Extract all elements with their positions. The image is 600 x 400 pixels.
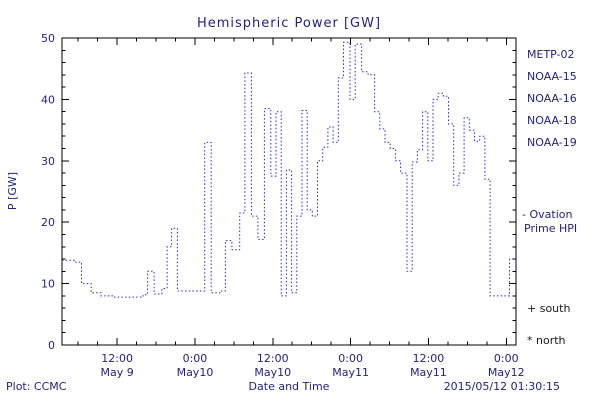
legend-north-marker: * north [527, 334, 566, 347]
x-tick-time-label: 12:00 [257, 352, 289, 365]
y-tick-label: 0 [48, 339, 55, 352]
x-tick-date-label: May10 [177, 366, 214, 379]
legend-item-noaa19: NOAA-19 [527, 136, 577, 149]
x-tick-date-label: May11 [410, 366, 447, 379]
x-tick-date-label: May 9 [101, 366, 134, 379]
x-tick-date-label: May12 [488, 366, 525, 379]
legend-item-noaa18: NOAA-18 [527, 114, 577, 127]
x-tick-time-label: 0:00 [338, 352, 363, 365]
x-tick-date-label: May10 [254, 366, 291, 379]
y-tick-label: 20 [41, 216, 55, 229]
legend-series-note-line2: Prime HPI [524, 222, 577, 235]
plot-frame [61, 37, 517, 346]
footer-plot-source: Plot: CCMC [6, 380, 67, 393]
legend-item-noaa15: NOAA-15 [527, 70, 577, 83]
legend-series-note-line1: - Ovation [522, 208, 572, 221]
y-tick-label: 30 [41, 155, 55, 168]
x-tick-time-label: 12:00 [101, 352, 133, 365]
y-tick-label: 50 [41, 32, 55, 45]
y-tick-label: 10 [41, 278, 55, 291]
hpi-series-line [62, 41, 516, 298]
x-tick-time-label: 0:00 [494, 352, 519, 365]
x-tick-time-label: 12:00 [413, 352, 445, 365]
legend-item-metp02: METP-02 [527, 48, 575, 61]
y-axis-label: P [GW] [6, 172, 19, 210]
footer-timestamp: 2015/05/12 01:30:15 [444, 380, 560, 393]
x-tick-time-label: 0:00 [183, 352, 208, 365]
x-tick-date-label: May11 [332, 366, 369, 379]
legend-item-noaa16: NOAA-16 [527, 92, 577, 105]
x-axis-label: Date and Time [249, 380, 330, 393]
chart-title: Hemispheric Power [GW] [197, 16, 381, 31]
y-tick-label: 40 [41, 93, 55, 106]
legend-south-marker: + south [527, 302, 570, 315]
